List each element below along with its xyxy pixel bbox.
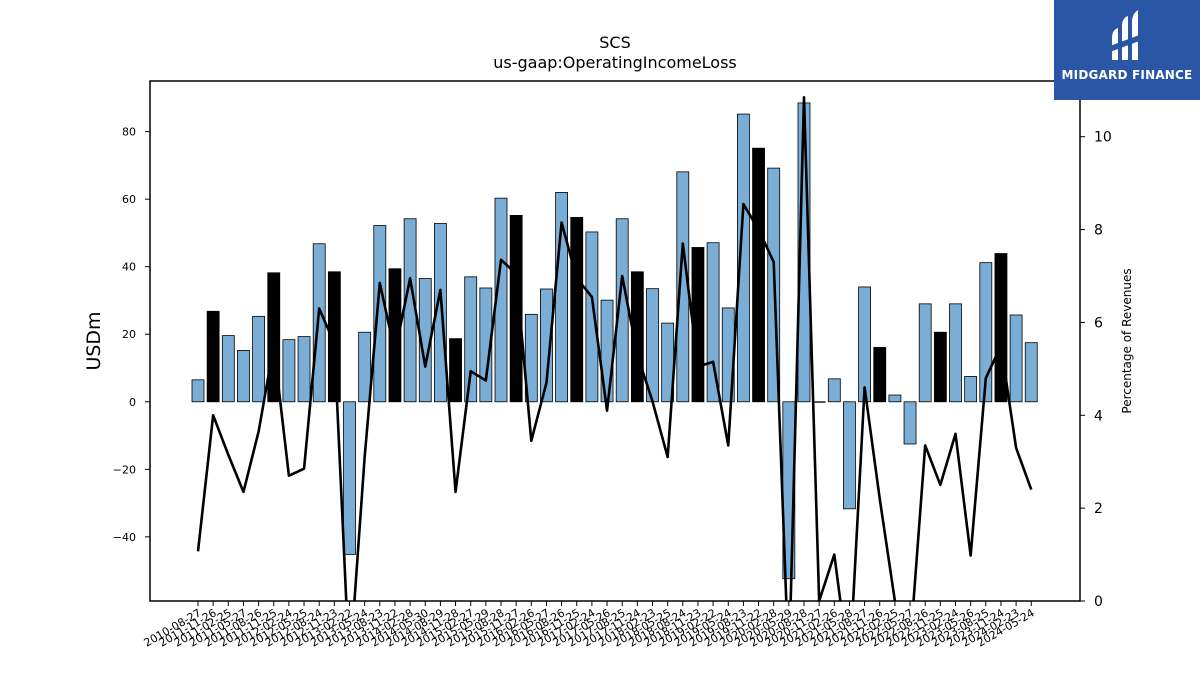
bar-2023-05-26 [964, 376, 978, 403]
bar-2021-05-28 [843, 401, 856, 510]
y2-tick-label: 4 [1094, 408, 1103, 424]
y-tick-label: −40 [113, 531, 136, 544]
bar-2020-11-27 [812, 401, 826, 403]
bar-2011-05-27 [237, 350, 250, 403]
chart-subtitle: us-gaap:OperatingIncomeLoss [493, 53, 737, 72]
bar-2017-11-24 [630, 271, 644, 403]
bar-2013-11-22 [388, 268, 402, 403]
bar-2010-08-27 [191, 379, 205, 403]
bar-2024-05-24 [1024, 342, 1038, 403]
bar-2022-05-27 [903, 401, 917, 445]
y2-tick-label: 10 [1094, 130, 1112, 146]
bar-2021-08-27 [858, 286, 871, 403]
bar-2013-08-23 [373, 225, 387, 403]
bar-2016-05-27 [540, 288, 553, 403]
x-axis: 2010-08-272011-11-262011-02-252011-05-27… [142, 601, 1037, 650]
bar-2019-11-22 [752, 147, 765, 403]
bar-2011-08-26 [252, 315, 266, 403]
y2-tick-label: 6 [1094, 315, 1103, 331]
bar-2019-08-23 [737, 113, 750, 403]
y-tick-label: 40 [122, 261, 136, 274]
bar-2012-08-24 [312, 243, 326, 403]
y2-tick-label: 2 [1094, 501, 1103, 517]
y2-tick-label: 8 [1094, 223, 1103, 239]
y-tick-label: 0 [129, 396, 136, 409]
y-tick-label: 20 [122, 328, 136, 341]
y2-tick-label: 0 [1094, 594, 1103, 610]
midgard-mark-icon [1110, 10, 1142, 60]
bar-2012-11-23 [327, 271, 341, 403]
bar-2023-02-24 [949, 303, 962, 403]
bar-2016-02-26 [524, 313, 538, 403]
bar-2022-02-25 [888, 394, 902, 403]
bar-2021-11-26 [873, 347, 887, 403]
percentage-line [196, 95, 1033, 601]
line-series [196, 95, 1033, 601]
plot-frame [149, 80, 1081, 602]
y-tick-label: 60 [122, 193, 136, 206]
left-axis: −40 −20 0 20 40 60 80 [113, 126, 150, 544]
bar-2010-11-26 [206, 310, 220, 403]
y-axis-label: USDm [83, 311, 105, 370]
bar-2022-11-25 [933, 331, 947, 403]
bar-2015-05-29 [479, 287, 493, 403]
y-tick-label: −20 [113, 463, 136, 476]
bar-2013-02-22 [343, 401, 356, 555]
brand-name: MIDGARD FINANCE [1061, 68, 1193, 82]
bar-2015-11-27 [509, 214, 523, 403]
y2-axis-label: Percentage of Revenues [1120, 268, 1134, 413]
right-axis: 0 2 4 6 8 10 [1080, 130, 1112, 610]
bar-2012-02-24 [282, 339, 296, 403]
bar-2013-05-24 [358, 331, 372, 403]
bar-2014-11-28 [449, 338, 462, 403]
bar-2021-02-26 [827, 378, 841, 403]
brand-logo: MIDGARD FINANCE [1054, 0, 1200, 100]
bar-2012-05-25 [297, 336, 311, 403]
bar-2024-02-23 [1009, 314, 1023, 403]
y-tick-label: 80 [122, 126, 136, 139]
bar-2011-02-25 [221, 335, 235, 403]
bar-2023-08-25 [979, 262, 993, 403]
chart-title: SCS [599, 33, 630, 52]
bar-2014-08-29 [433, 223, 447, 403]
bar-2016-11-25 [570, 217, 584, 403]
bar-2015-02-27 [464, 276, 478, 403]
bar-2017-02-24 [585, 231, 599, 403]
bar-2022-08-26 [918, 303, 932, 403]
